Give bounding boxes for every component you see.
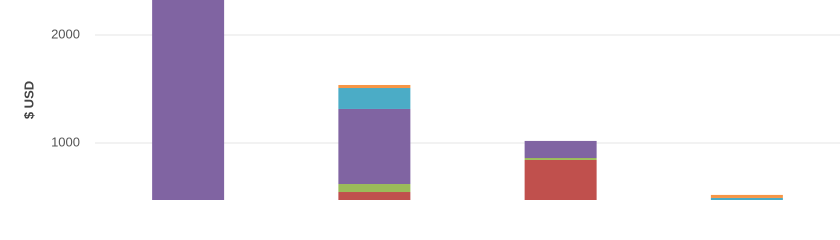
bar-segment	[152, 0, 225, 200]
chart: $ USD 1000 2000	[21, 0, 840, 200]
bar-segment	[710, 194, 783, 198]
y-tick-label: 2000	[51, 26, 80, 41]
y-tick-label: 1000	[51, 134, 80, 149]
bar-segment	[710, 197, 783, 200]
bar-segment	[338, 88, 411, 109]
bar-segment	[524, 157, 597, 160]
bar-segment	[338, 184, 411, 193]
bar-segment	[338, 108, 411, 185]
bars	[152, 0, 783, 200]
bar-segment	[524, 159, 597, 200]
bar-segment	[338, 192, 411, 200]
bar-segment	[524, 140, 597, 158]
page: {"chart_data": { "type": "stacked-bar", …	[21, 0, 840, 200]
bar-segment	[338, 84, 411, 89]
y-axis-title: $ USD	[21, 81, 36, 119]
